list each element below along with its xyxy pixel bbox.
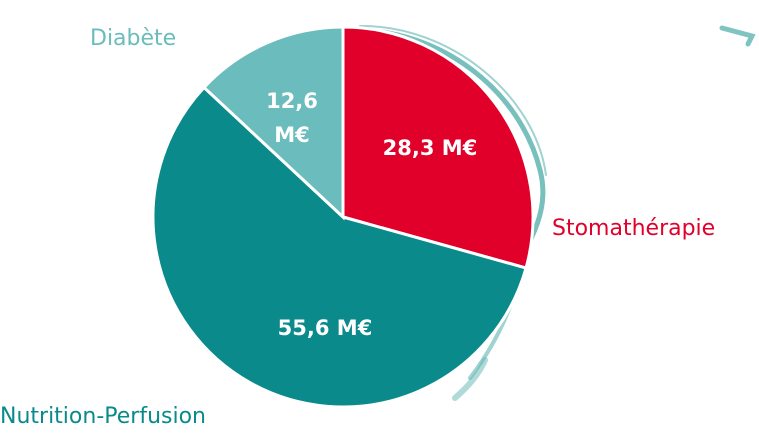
value-label: 28,3 M€ [382,136,478,160]
category-label: Nutrition-Perfusion [0,404,206,429]
category-label: Stomathérapie [552,216,716,241]
value-label: 55,6 M€ [277,316,373,340]
value-label: 12,6 M€ [266,89,318,147]
pie-slice [341,25,535,270]
pie-slice [201,25,345,221]
category-label: Diabète [90,26,177,51]
pie-slice [151,85,528,409]
